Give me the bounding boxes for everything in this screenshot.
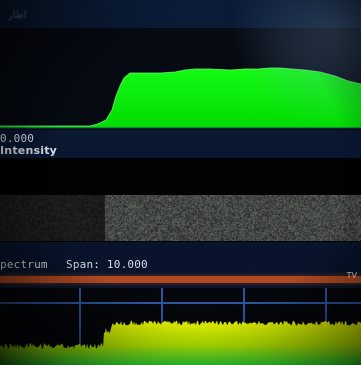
marker-strip: TV — [0, 271, 361, 283]
intensity-plot-svg — [0, 28, 361, 130]
waterfall-panel — [0, 158, 361, 242]
spectrum-title: pectrum — [0, 258, 48, 271]
intensity-plot — [0, 28, 361, 130]
tv-marker: TV — [346, 271, 357, 280]
waterfall-dark-band — [0, 158, 361, 194]
spectrum-plot-svg — [0, 288, 361, 365]
waterfall-noise-band — [0, 195, 361, 241]
spectrum-plot — [0, 288, 361, 365]
span-readout: Span: 10.000 — [66, 258, 148, 271]
waterfall-noise-canvas — [0, 195, 361, 241]
top-bar: اطار — [0, 0, 361, 28]
intensity-axis-label: Intensity — [0, 144, 58, 157]
top-bar-title: اطار — [8, 10, 27, 21]
